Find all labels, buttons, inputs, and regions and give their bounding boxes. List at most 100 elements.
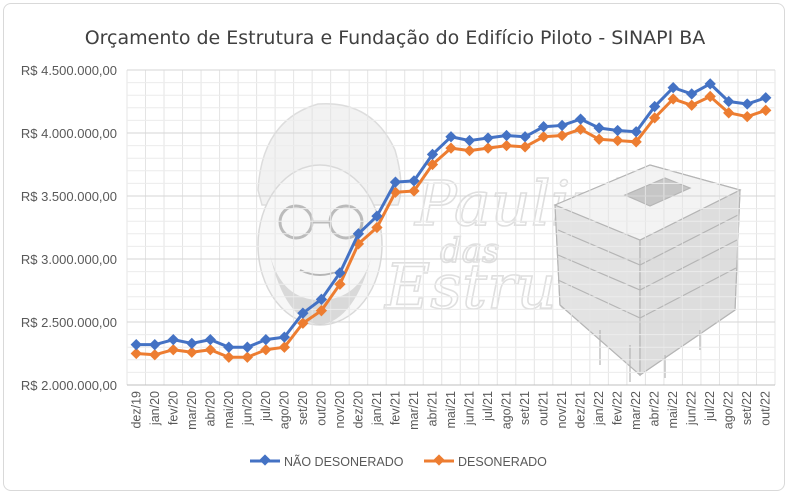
grid bbox=[126, 69, 776, 386]
y-tick-label: R$ 3.000.000,00 bbox=[21, 252, 117, 267]
data-point[interactable] bbox=[593, 122, 605, 134]
data-point[interactable] bbox=[463, 144, 476, 157]
watermark-line-2: das bbox=[440, 231, 499, 271]
data-point[interactable] bbox=[334, 278, 346, 290]
series-layer bbox=[130, 78, 772, 363]
y-tick-label: R$ 2.000.000,00 bbox=[21, 378, 117, 393]
x-axis: dez/19 jan/20 fev/20 mar/20 abr/20 mai/20 jun/… bbox=[127, 384, 775, 430]
data-point[interactable] bbox=[537, 121, 550, 133]
data-point[interactable] bbox=[241, 351, 253, 363]
x-tick-label: mar/22 bbox=[629, 391, 643, 430]
data-point[interactable] bbox=[260, 333, 272, 346]
x-tick-label: ago/20 bbox=[277, 391, 291, 429]
x-tick-label: jun/21 bbox=[463, 391, 477, 426]
chart-title: Orçamento de Estrutura e Fundação do Edi… bbox=[85, 27, 706, 49]
data-point[interactable] bbox=[556, 119, 568, 132]
data-point[interactable] bbox=[260, 344, 272, 356]
x-tick-label: abr/22 bbox=[648, 391, 662, 426]
data-point[interactable] bbox=[389, 176, 402, 188]
x-tick-label: out/20 bbox=[314, 391, 328, 426]
series-0 bbox=[130, 78, 772, 353]
data-point[interactable] bbox=[223, 341, 235, 353]
data-point[interactable] bbox=[482, 142, 494, 154]
data-point[interactable] bbox=[537, 131, 550, 143]
data-point[interactable] bbox=[574, 113, 587, 125]
data-point[interactable] bbox=[167, 333, 179, 346]
data-point[interactable] bbox=[630, 136, 642, 148]
data-point[interactable] bbox=[297, 307, 309, 319]
y-tick-label: R$ 2.500.000,00 bbox=[21, 315, 117, 330]
data-point[interactable] bbox=[408, 175, 420, 187]
data-point[interactable] bbox=[500, 139, 513, 152]
data-point[interactable] bbox=[445, 131, 457, 143]
data-point[interactable] bbox=[408, 185, 420, 197]
data-point[interactable] bbox=[241, 341, 253, 353]
data-point[interactable] bbox=[204, 344, 216, 356]
data-point[interactable] bbox=[611, 124, 624, 137]
x-tick-label: fev/22 bbox=[611, 391, 625, 425]
x-tick-label: ago/22 bbox=[722, 391, 736, 429]
legend-marker-nao-desonerado bbox=[259, 454, 271, 466]
data-point[interactable] bbox=[278, 331, 291, 343]
series-1 bbox=[130, 90, 772, 363]
data-point[interactable] bbox=[686, 88, 698, 100]
x-tick-label: mar/20 bbox=[185, 391, 199, 430]
legend-label-desonerado: DESONERADO bbox=[458, 455, 547, 469]
x-tick-label: jan/21 bbox=[370, 391, 384, 426]
legend-item-nao-desonerado[interactable]: NÃO DESONERADO bbox=[250, 454, 404, 469]
data-point[interactable] bbox=[371, 221, 383, 234]
x-tick-label: set/20 bbox=[296, 391, 310, 425]
data-point[interactable] bbox=[611, 134, 624, 147]
data-point[interactable] bbox=[426, 148, 439, 161]
x-tick-label: mar/21 bbox=[407, 391, 421, 430]
x-tick-label: fev/21 bbox=[388, 391, 402, 425]
x-tick-label: set/22 bbox=[740, 391, 754, 425]
data-point[interactable] bbox=[315, 305, 328, 317]
x-tick-label: set/21 bbox=[518, 391, 532, 425]
data-point[interactable] bbox=[463, 134, 476, 147]
data-point[interactable] bbox=[352, 228, 365, 240]
data-point[interactable] bbox=[186, 337, 198, 350]
x-tick-label: jun/22 bbox=[685, 391, 699, 426]
data-point[interactable] bbox=[149, 349, 161, 361]
data-point[interactable] bbox=[760, 92, 772, 104]
x-tick-label: out/21 bbox=[537, 391, 551, 426]
data-point[interactable] bbox=[334, 267, 346, 279]
data-point[interactable] bbox=[186, 346, 198, 358]
x-tick-label: abr/20 bbox=[203, 391, 217, 426]
data-point[interactable] bbox=[130, 339, 142, 351]
x-tick-label: fev/20 bbox=[166, 391, 180, 425]
data-point[interactable] bbox=[130, 347, 142, 360]
data-point[interactable] bbox=[482, 132, 494, 144]
x-tick-label: jun/20 bbox=[240, 391, 254, 426]
data-point[interactable] bbox=[519, 131, 531, 143]
data-point[interactable] bbox=[519, 141, 531, 153]
data-point[interactable] bbox=[371, 210, 383, 222]
legend-item-desonerado[interactable]: DESONERADO bbox=[424, 454, 547, 469]
data-point[interactable] bbox=[315, 293, 328, 305]
data-point[interactable] bbox=[223, 351, 235, 363]
x-tick-label: out/22 bbox=[759, 391, 773, 426]
data-point[interactable] bbox=[297, 317, 309, 329]
data-point[interactable] bbox=[556, 129, 568, 142]
legend: NÃO DESONERADO DESONERADO bbox=[250, 454, 547, 469]
data-point[interactable] bbox=[278, 341, 291, 353]
watermark: Paulinho das Estruturas bbox=[257, 102, 742, 382]
data-point[interactable] bbox=[686, 99, 698, 111]
x-tick-label: ago/21 bbox=[500, 391, 514, 429]
building-3d-model-icon bbox=[553, 164, 742, 382]
data-point[interactable] bbox=[500, 129, 513, 142]
data-point[interactable] bbox=[593, 133, 605, 145]
legend-marker-desonerado bbox=[433, 454, 445, 466]
legend-label-nao-desonerado: NÃO DESONERADO bbox=[284, 455, 404, 469]
data-point[interactable] bbox=[445, 142, 457, 154]
data-point[interactable] bbox=[149, 339, 161, 351]
data-point[interactable] bbox=[167, 344, 179, 356]
x-tick-label: dez/20 bbox=[351, 391, 365, 429]
data-point[interactable] bbox=[204, 333, 216, 346]
x-tick-label: mai/21 bbox=[444, 391, 458, 429]
data-point[interactable] bbox=[760, 104, 772, 116]
y-tick-label: R$ 3.500.000,00 bbox=[21, 189, 117, 204]
data-point[interactable] bbox=[426, 158, 439, 171]
